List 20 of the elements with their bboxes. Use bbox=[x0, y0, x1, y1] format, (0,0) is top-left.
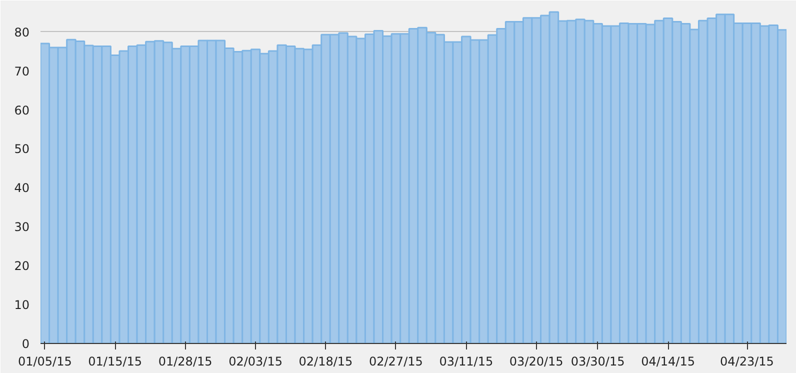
y-tick-label: 0 bbox=[22, 337, 30, 351]
x-tick-label: 04/14/15 bbox=[641, 354, 695, 368]
y-tick-label: 40 bbox=[14, 181, 30, 196]
x-tick-label: 03/11/15 bbox=[439, 354, 494, 368]
y-tick-label: 30 bbox=[14, 220, 30, 234]
x-tick-label: 02/27/15 bbox=[369, 354, 423, 368]
x-tick-label: 04/23/15 bbox=[720, 354, 774, 368]
y-tick-label: 20 bbox=[14, 259, 30, 274]
x-tick-label: 01/15/15 bbox=[88, 354, 142, 368]
y-tick-label: 60 bbox=[14, 103, 30, 118]
x-tick-label: 01/28/15 bbox=[158, 354, 212, 368]
x-tick-label: 03/30/15 bbox=[570, 354, 625, 368]
y-tick-label: 50 bbox=[14, 142, 30, 156]
x-tick-label: 03/20/15 bbox=[509, 354, 564, 368]
y-tick-label: 80 bbox=[14, 25, 30, 40]
x-tick-label: 01/05/15 bbox=[18, 354, 72, 368]
y-tick-label: 70 bbox=[14, 64, 30, 78]
y-tick-label: 10 bbox=[14, 298, 30, 312]
x-tick-label: 02/03/15 bbox=[228, 354, 282, 368]
x-tick-label: 02/18/15 bbox=[298, 354, 353, 368]
